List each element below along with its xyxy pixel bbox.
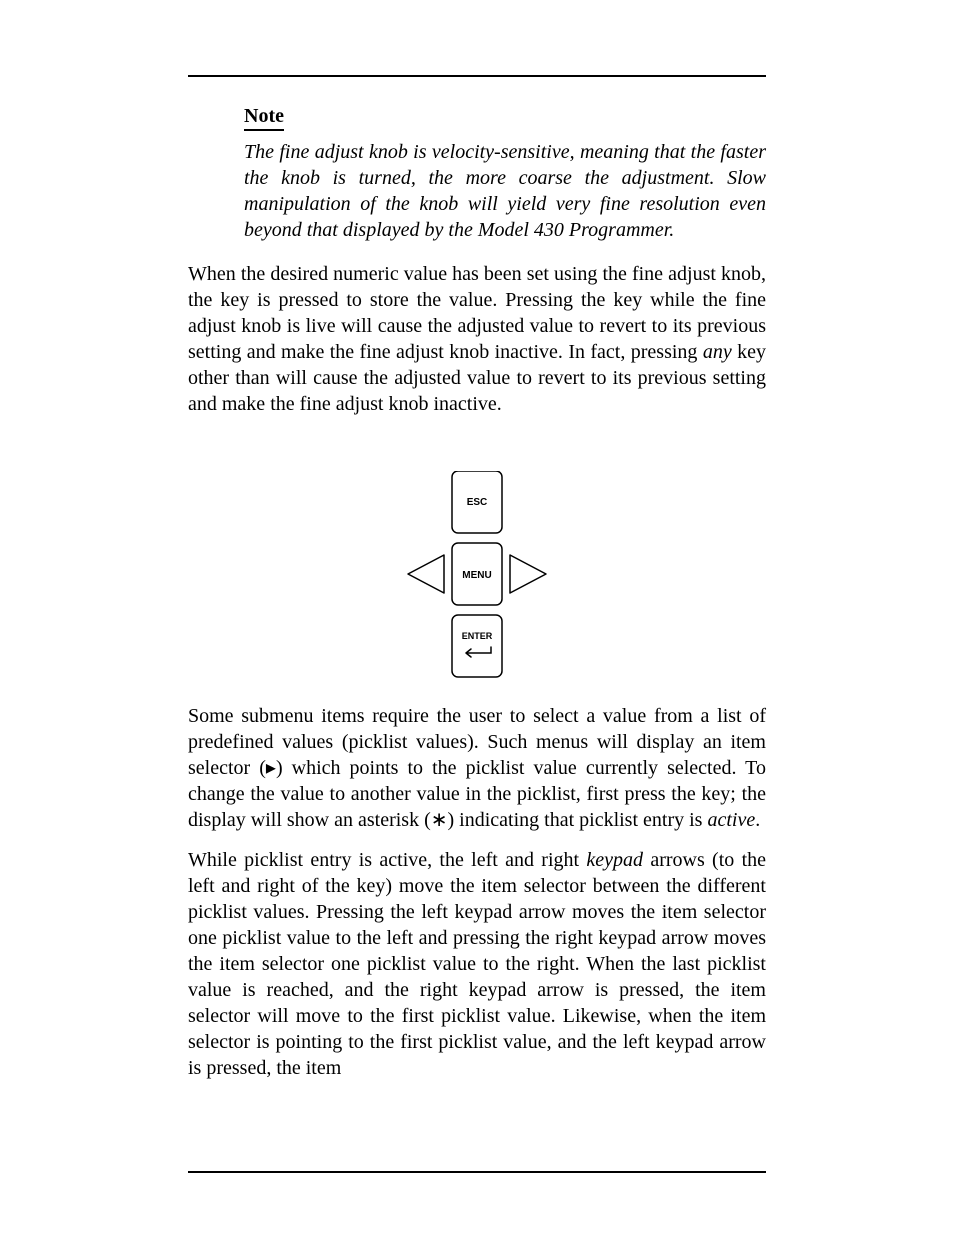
note-body: The fine adjust knob is velocity-sensiti… bbox=[244, 139, 766, 243]
p3-seg-a: While picklist entry is active, the left… bbox=[188, 849, 586, 871]
paragraph-1: When the desired numeric value has been … bbox=[188, 261, 766, 417]
p1-seg-b: key is pressed to store the value. Press… bbox=[220, 289, 613, 311]
note-label-text: Note bbox=[244, 106, 284, 131]
picklist-arrow-icon: ▸ bbox=[266, 757, 276, 779]
esc-key-label: ESC bbox=[467, 497, 488, 508]
p2-active: active bbox=[707, 809, 755, 831]
p1-any: any bbox=[703, 341, 732, 363]
p2-seg-e: . bbox=[755, 809, 760, 831]
top-rule bbox=[188, 75, 766, 77]
bottom-rule bbox=[188, 1171, 766, 1173]
left-arrow-key bbox=[408, 555, 444, 593]
document-page: Note The fine adjust knob is velocity-se… bbox=[0, 0, 954, 1235]
keypad-figure: ESC MENU ENTER bbox=[188, 471, 766, 681]
p3-keypad: keypad bbox=[586, 849, 643, 871]
enter-key bbox=[452, 615, 502, 677]
keypad-svg: ESC MENU ENTER bbox=[396, 471, 558, 681]
right-arrow-key bbox=[510, 555, 546, 593]
enter-key-label: ENTER bbox=[462, 631, 493, 641]
paragraph-3: While picklist entry is active, the left… bbox=[188, 847, 766, 1081]
p3-seg-d: key) move the item selector between the … bbox=[188, 875, 766, 1079]
paragraph-2: Some submenu items require the user to s… bbox=[188, 703, 766, 833]
menu-key-label: MENU bbox=[462, 570, 491, 581]
note-heading: Note bbox=[244, 105, 710, 131]
